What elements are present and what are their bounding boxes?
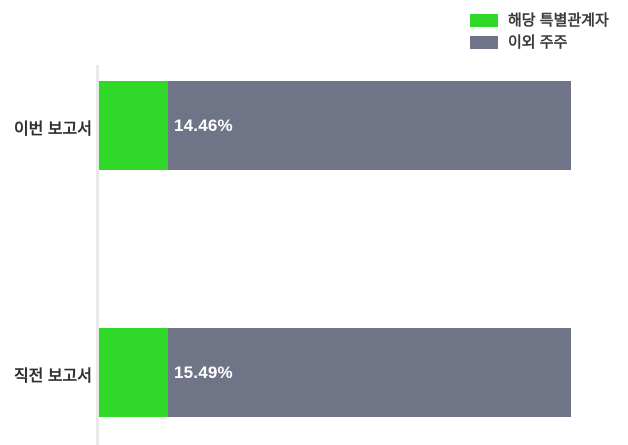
bar-group-current-report: 14.46% [99, 81, 571, 170]
legend-item-other-shareholders[interactable]: 이외 주주 [470, 31, 628, 53]
legend-item-special-related-party[interactable]: 해당 특별관계자 [470, 9, 628, 31]
bar-value-label: 15.49% [174, 362, 233, 382]
chart-legend: 해당 특별관계자 이외 주주 [470, 9, 628, 53]
legend-label-other-shareholders: 이외 주주 [508, 33, 568, 51]
bar-segment-other-shareholders[interactable]: 15.49% [168, 328, 571, 417]
legend-swatch-gray [470, 35, 498, 49]
category-label-current-report: 이번 보고서 [13, 121, 92, 138]
legend-label-special-related-party: 해당 특별관계자 [508, 11, 609, 29]
legend-swatch-green [470, 13, 498, 27]
bar-group-previous-report: 15.49% [99, 328, 571, 417]
bar-segment-special-related-party[interactable] [99, 81, 168, 170]
category-label-previous-report: 직전 보고서 [13, 368, 92, 385]
bar-value-label: 14.46% [174, 115, 233, 135]
y-axis-line [96, 65, 99, 445]
bar-segment-special-related-party[interactable] [99, 328, 168, 417]
bar-segment-other-shareholders[interactable]: 14.46% [168, 81, 571, 170]
